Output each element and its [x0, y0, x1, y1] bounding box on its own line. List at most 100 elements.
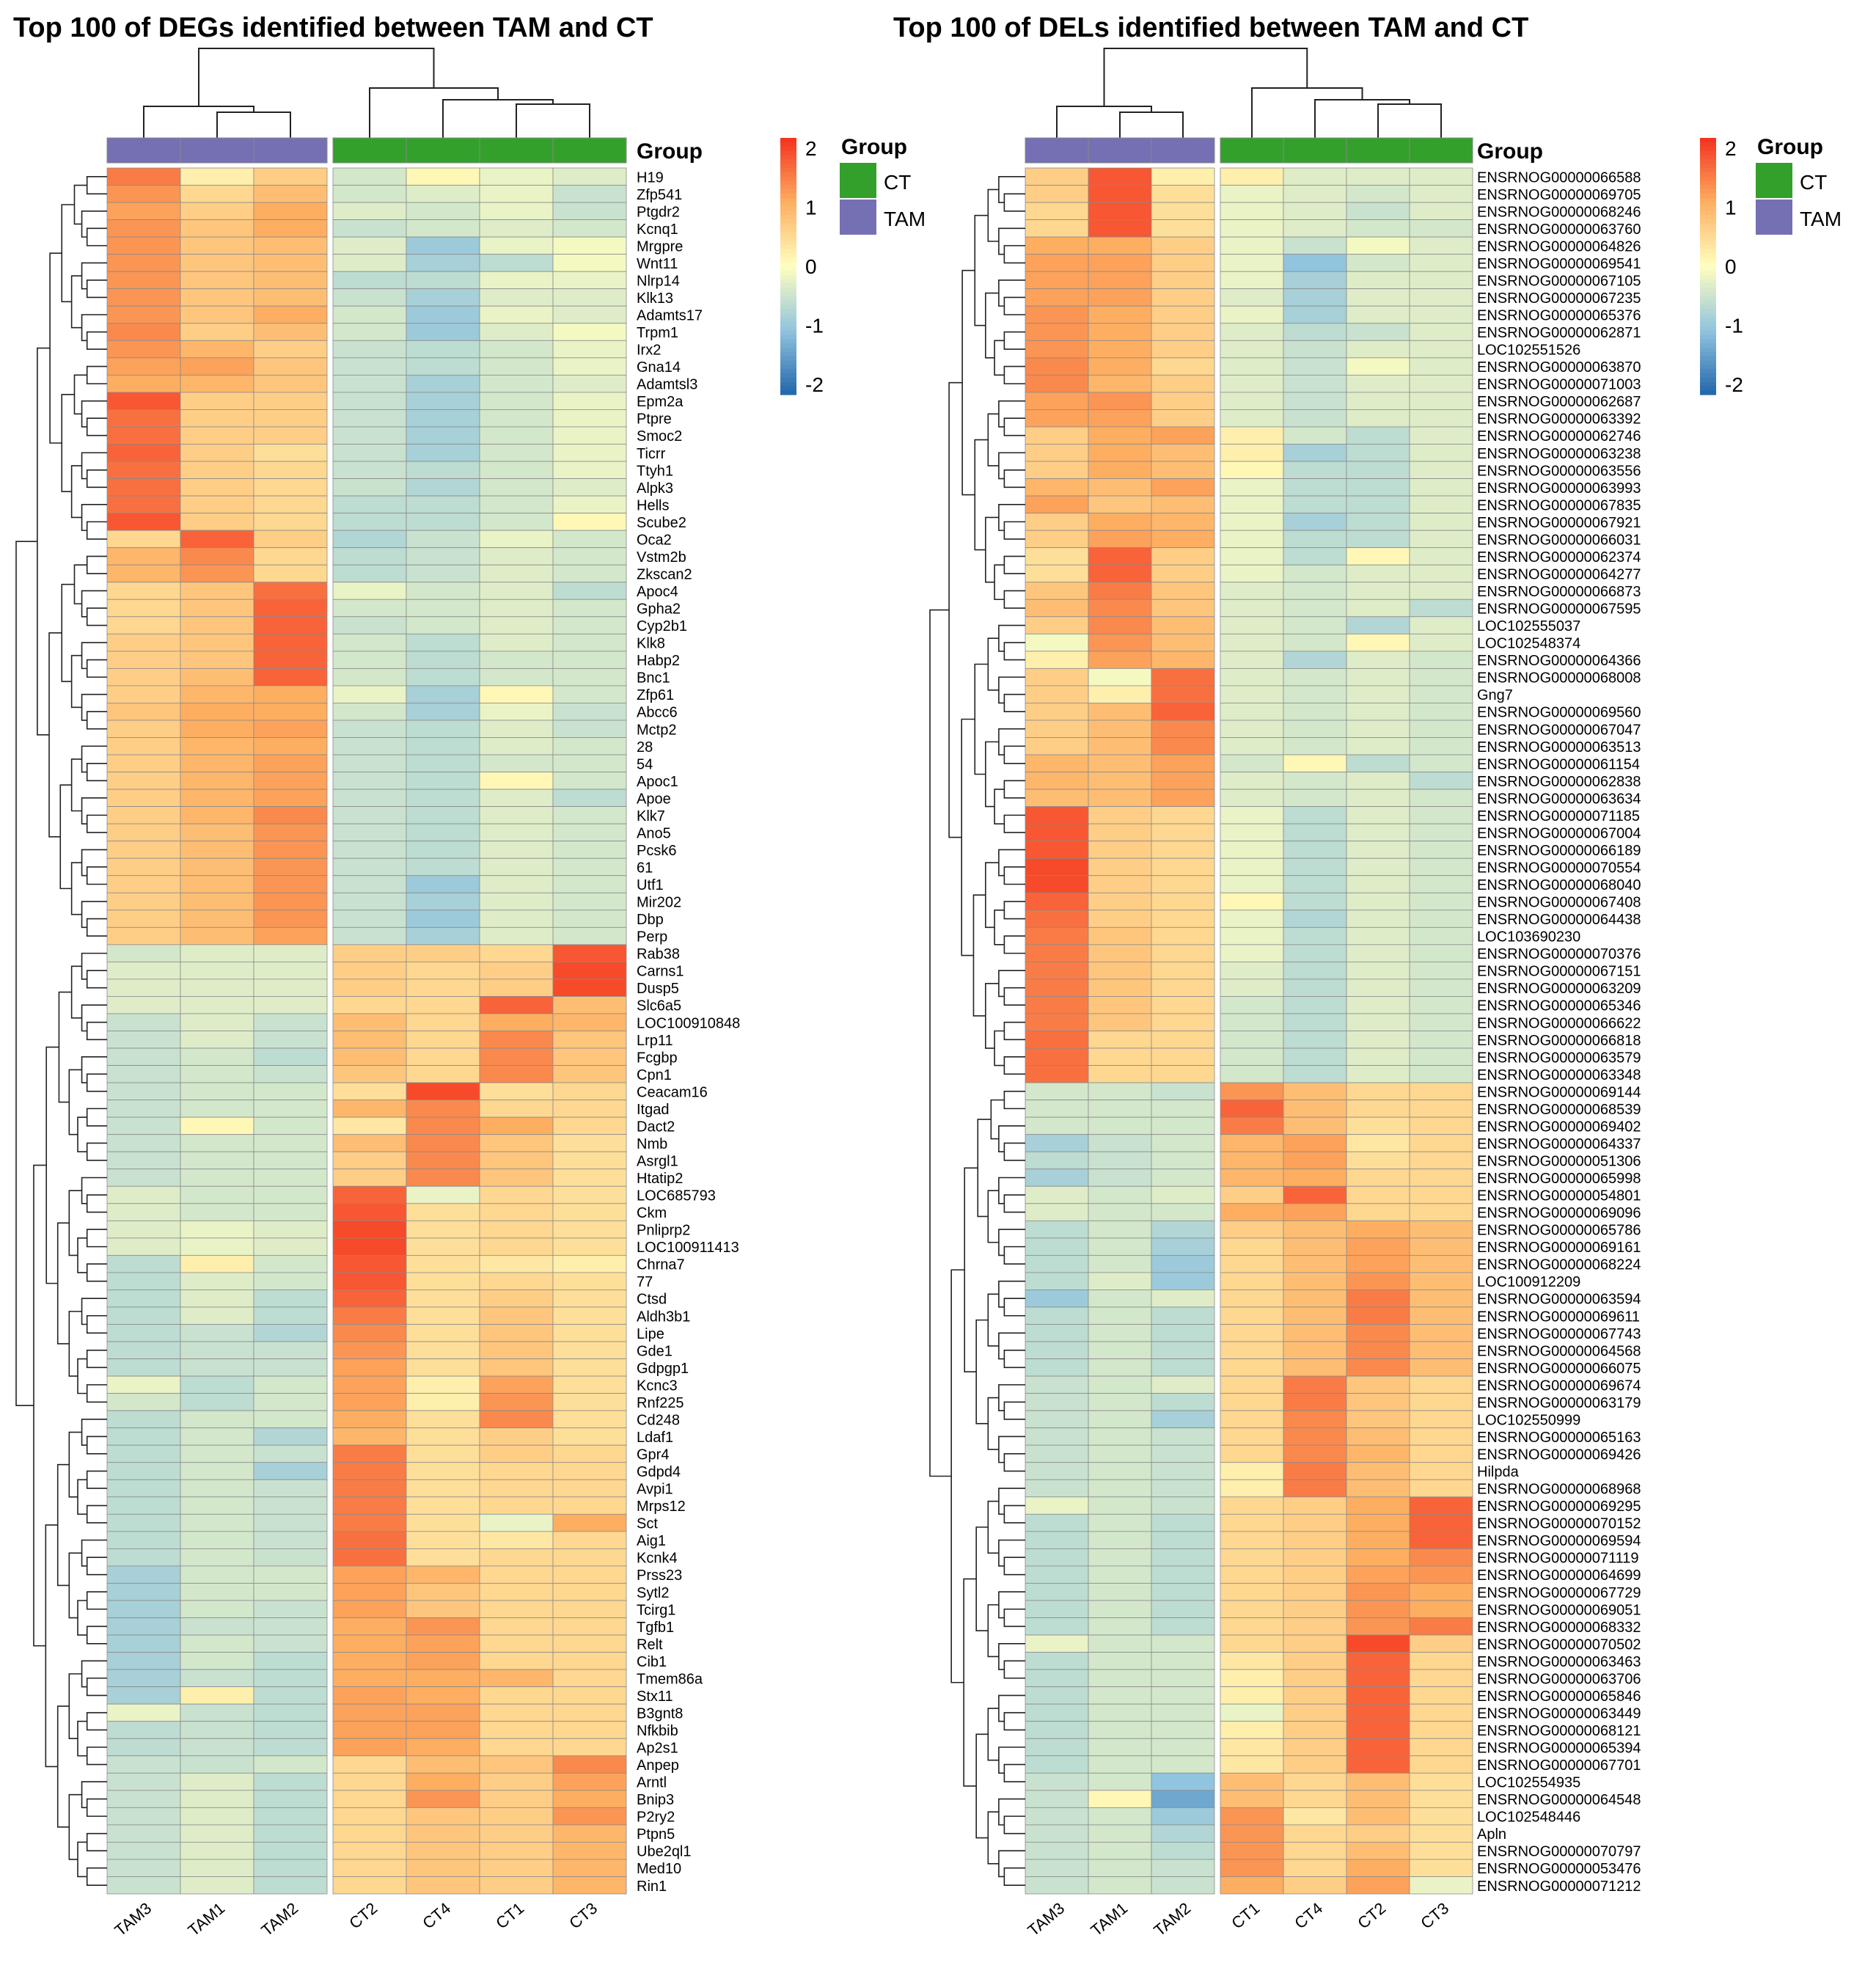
row-label: LOC100912209 — [1477, 1274, 1580, 1290]
heatmap-cell — [1346, 875, 1410, 893]
dendrogram-branch — [70, 758, 82, 812]
heatmap-cell — [332, 1151, 407, 1170]
color-scale-segment — [1700, 155, 1716, 160]
heatmap-cell — [552, 651, 627, 669]
heatmap-cell — [1409, 392, 1473, 410]
heatmap-cell — [479, 1600, 554, 1618]
dendrogram-branch — [998, 400, 1025, 428]
heatmap-cell — [406, 582, 480, 600]
color-scale-segment — [1700, 279, 1716, 284]
row-label: Tcirg1 — [637, 1602, 675, 1618]
heatmap-cell — [1409, 996, 1473, 1014]
heatmap-cell — [1025, 1358, 1089, 1377]
row-label: ENSRNOG00000069594 — [1477, 1533, 1641, 1549]
heatmap-cell — [1088, 996, 1152, 1014]
dendrogram-branch — [987, 1397, 999, 1450]
row-label: Ube2ql1 — [637, 1844, 692, 1860]
heatmap-cell — [106, 357, 181, 376]
dendrogram-branch — [977, 1119, 992, 1218]
heatmap-cell — [180, 1410, 254, 1429]
heatmap-cell — [1025, 1513, 1089, 1532]
heatmap-cell — [1283, 1479, 1347, 1498]
heatmap-cell — [406, 1876, 480, 1895]
heatmap-cell — [1025, 564, 1089, 583]
color-scale-segment — [1700, 373, 1716, 378]
heatmap-cell — [106, 305, 181, 324]
heatmap-cell — [253, 236, 328, 255]
group-annotation-cell — [1409, 137, 1473, 164]
dendrogram-branch — [77, 1600, 87, 1636]
row-label: Apoe — [637, 791, 671, 807]
heatmap-cell — [1346, 1031, 1410, 1049]
heatmap-cell — [1409, 961, 1473, 980]
heatmap-cell — [1151, 495, 1215, 514]
heatmap-cell — [1346, 1859, 1410, 1877]
heatmap-cell — [332, 875, 407, 893]
heatmap-cell — [479, 1375, 554, 1394]
heatmap-cell — [1346, 1013, 1410, 1031]
heatmap-cell — [1151, 961, 1215, 980]
heatmap-cell — [1025, 875, 1089, 893]
row-label: ENSRNOG00000064277 — [1477, 566, 1641, 582]
column-label: CT2 — [1354, 1899, 1389, 1933]
dendrogram-branch — [516, 103, 590, 138]
heatmap-cell — [1409, 892, 1473, 911]
heatmap-cell — [332, 720, 407, 738]
heatmap-cell — [332, 1324, 407, 1342]
heatmap-cell — [552, 271, 627, 290]
heatmap-cell — [1025, 185, 1089, 203]
dendrogram-branch — [86, 1108, 107, 1127]
color-scale-tick: 2 — [1725, 137, 1737, 160]
heatmap-cell — [552, 547, 627, 566]
heatmap-cell — [1025, 426, 1089, 445]
heatmap-cell — [479, 1583, 554, 1601]
dendrogram-branch — [61, 394, 75, 492]
row-label: Rab38 — [637, 946, 680, 962]
heatmap-cell — [106, 910, 181, 928]
color-scale-segment — [1700, 296, 1716, 301]
heatmap-cell — [1088, 1324, 1152, 1342]
heatmap-cell — [552, 1047, 627, 1066]
heatmap-cell — [253, 1082, 328, 1101]
dendrogram-branch — [61, 583, 75, 682]
heatmap-cell — [332, 1824, 407, 1843]
heatmap-cell — [552, 910, 627, 928]
heatmap-cell — [1409, 582, 1473, 600]
row-label: LOC102550999 — [1477, 1412, 1580, 1428]
heatmap-cell — [406, 357, 480, 376]
heatmap-cell — [253, 1686, 328, 1705]
heatmap-cell — [1346, 1203, 1410, 1221]
heatmap-cell — [180, 892, 254, 911]
row-label: ENSRNOG00000068008 — [1477, 670, 1641, 687]
heatmap-cell — [1025, 996, 1089, 1014]
heatmap-cell — [332, 461, 407, 479]
row-label: Chrna7 — [637, 1257, 685, 1273]
group-annotation-cell — [1025, 137, 1089, 164]
heatmap-cell — [1088, 236, 1152, 255]
heatmap-cell — [180, 478, 254, 497]
dendrogram-branch — [86, 1832, 107, 1851]
heatmap-cell — [253, 720, 328, 738]
heatmap-cell — [1151, 703, 1215, 721]
heatmap-cell — [479, 772, 554, 790]
heatmap-cell — [552, 426, 627, 445]
heatmap-cell — [552, 875, 627, 893]
heatmap-cell — [552, 737, 627, 756]
row-label: LOC685793 — [637, 1188, 716, 1204]
dendrogram-branch — [48, 632, 62, 838]
heatmap-cell — [253, 1203, 328, 1221]
heatmap-cell — [106, 1031, 181, 1049]
row-label: Prss23 — [637, 1568, 682, 1584]
heatmap-cell — [332, 1842, 407, 1860]
heatmap-cell — [1025, 1134, 1089, 1152]
heatmap-cell — [1220, 944, 1284, 962]
heatmap-cell — [406, 1410, 480, 1429]
heatmap-cell — [1220, 978, 1284, 997]
heatmap-cell — [479, 1842, 554, 1860]
heatmap-cell — [1025, 823, 1089, 842]
heatmap-cell — [1346, 1652, 1410, 1670]
row-label: Gde1 — [637, 1343, 673, 1359]
dendrogram-branch — [975, 1526, 989, 1631]
heatmap-cell — [1088, 1013, 1152, 1031]
heatmap-cell — [1283, 271, 1347, 290]
